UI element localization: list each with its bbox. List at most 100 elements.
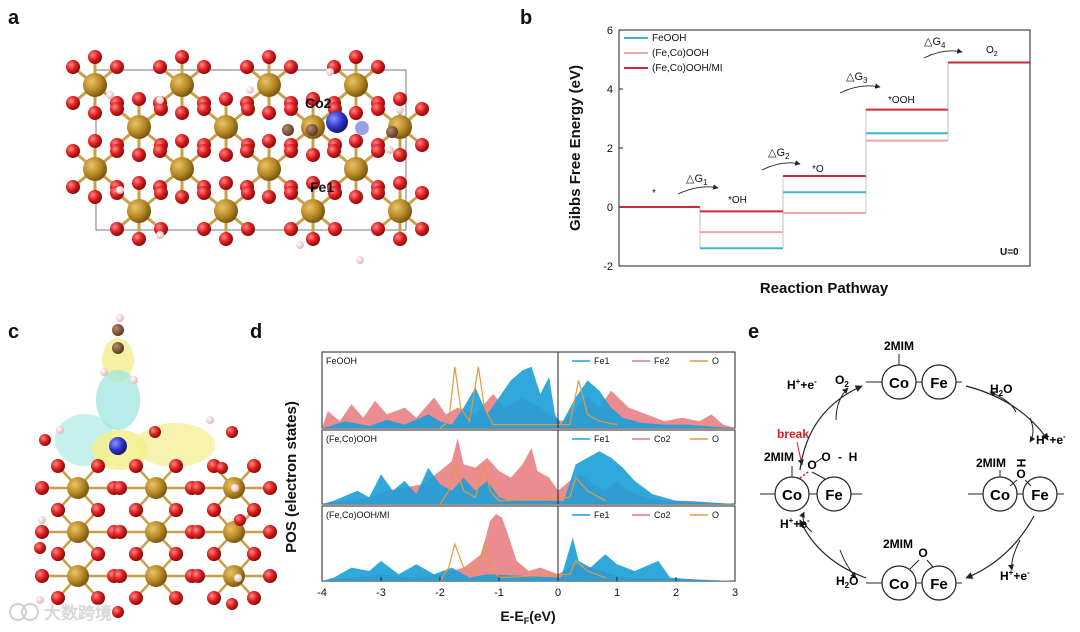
oxygen-atom [34, 542, 46, 554]
legend-item-co2: Co2 [654, 434, 671, 444]
legend-item-fe1: Fe1 [594, 510, 610, 520]
top-fe-circle [921, 364, 957, 400]
pdos-subplot-1: FeOOH Fe1 Fe2 O [321, 351, 736, 429]
oxygen-atom [247, 503, 261, 517]
oxygen-atom [191, 481, 205, 495]
oxygen-atom [91, 547, 105, 561]
iron-atom [344, 73, 368, 97]
legend-item-feco-mi: (Fe,Co)OOH/MI [652, 63, 723, 74]
oxygen-atom [153, 144, 167, 158]
dg2-arrow [761, 160, 801, 171]
oxygen-atom [110, 102, 124, 116]
dg3-sub: 3 [863, 76, 868, 85]
oxygen-atom [154, 186, 168, 200]
oxygen-atom [247, 591, 261, 605]
oxygen-atom [284, 222, 298, 236]
subplot-title: (Fe,Co)OOH/MI [326, 510, 390, 520]
panel-b-gibbs-chart: -2 0 2 4 6 Gibbs Free Energy (eV) Reaction P… [567, 25, 1031, 297]
hydrogen-atom [36, 596, 44, 604]
atom-lattice [66, 50, 429, 264]
oxygen-atom [263, 569, 277, 583]
oxygen-atom [110, 222, 124, 236]
nitrogen-atom [355, 121, 369, 135]
oxygen-atom [197, 60, 211, 74]
right-co-label: Co [990, 487, 1010, 504]
legend-item-o: O [712, 510, 719, 520]
panel-label-d: d [250, 321, 262, 343]
oxygen-atom [219, 176, 233, 190]
panel-label-c: c [8, 321, 19, 343]
oxygen-atom [226, 598, 238, 610]
left-o1-label: O [807, 458, 816, 472]
oxygen-atom [129, 459, 143, 473]
oxygen-atom [129, 591, 143, 605]
panel-label-e: e [748, 321, 759, 343]
oxygen-atom [129, 547, 143, 561]
iron-atom [67, 477, 89, 499]
oxygen-atom [263, 481, 277, 495]
oxygen-atom [169, 591, 183, 605]
left-h-label: H [849, 450, 858, 464]
oxygen-atom [349, 106, 363, 120]
cobalt-atom [109, 437, 127, 455]
y-tick-label: 2 [607, 143, 613, 155]
step-labels: * *OH *O *OOH O2 [652, 45, 998, 206]
branch-arrow-h-out-top [1029, 417, 1036, 443]
oxygen-atom [35, 569, 49, 583]
species-h2o-bottom-sub: 2 [845, 581, 850, 590]
oxygen-atom [262, 50, 276, 64]
species-hplus-l-e: +e [793, 517, 807, 531]
oxygen-atom [197, 222, 211, 236]
fe1-label: Fe1 [310, 179, 334, 195]
oxygen-atom [262, 190, 276, 204]
carbon-atom [112, 342, 124, 354]
hydrogen-atom [386, 146, 394, 154]
oxygen-atom [306, 176, 320, 190]
legend-item-o: O [712, 356, 719, 366]
x-tick-label: 1 [614, 587, 620, 599]
oxygen-atom [393, 92, 407, 106]
oxygen-atom [88, 106, 102, 120]
left-o2-label: O [821, 450, 830, 464]
species-hplus-l-esup: - [807, 516, 810, 525]
legend-item-feco: (Fe,Co)OOH [652, 48, 709, 59]
hydrogen-atom [356, 256, 364, 264]
watermark-text: 大数跨境 [44, 603, 112, 623]
series-feooh [619, 61, 1030, 250]
x-tick-label: -4 [317, 587, 327, 599]
oxygen-atom [39, 434, 51, 446]
oxygen-atom [415, 102, 429, 116]
oxygen-atom [415, 186, 429, 200]
dg1-arrow [677, 184, 719, 195]
step-label-star: * [652, 188, 656, 199]
pdos-subplot-2: (Fe,Co)OOH Fe1 Co2 O [321, 429, 736, 505]
dg1-label: △G1 [686, 173, 708, 187]
hydrogen-atom [116, 314, 124, 322]
oxygen-atom [241, 222, 255, 236]
oxygen-atom [175, 106, 189, 120]
oxygen-atom [241, 186, 255, 200]
right-fe-label: Fe [1031, 487, 1049, 504]
charge-lobe-upper [102, 338, 134, 382]
top-mim-label: 2MIM [884, 339, 914, 353]
oxygen-atom [197, 102, 211, 116]
iron-atom [83, 73, 107, 97]
iron-atom [257, 157, 281, 181]
legend-item-co2: Co2 [654, 510, 671, 520]
iron-atom [145, 477, 167, 499]
oxygen-atom [284, 186, 298, 200]
right-oh-o: O [1016, 467, 1025, 481]
left-fe-circle [816, 476, 852, 512]
dg3-arrow [839, 83, 881, 94]
step-label-ooh: *OOH [888, 95, 915, 106]
top-co-label: Co [889, 375, 909, 392]
species-hplus-top-left: H++e- [787, 377, 817, 392]
species-hplus-right-top: H++e- [1036, 432, 1066, 447]
oxygen-atom [371, 60, 385, 74]
x-tick-label: 2 [673, 587, 679, 599]
hydrogen-atom [231, 484, 239, 492]
oxygen-atom [169, 547, 183, 561]
pdos-x-axis-label: E-EF(eV) [500, 608, 555, 626]
oxygen-atom [415, 138, 429, 152]
hydrogen-atom [156, 231, 164, 239]
